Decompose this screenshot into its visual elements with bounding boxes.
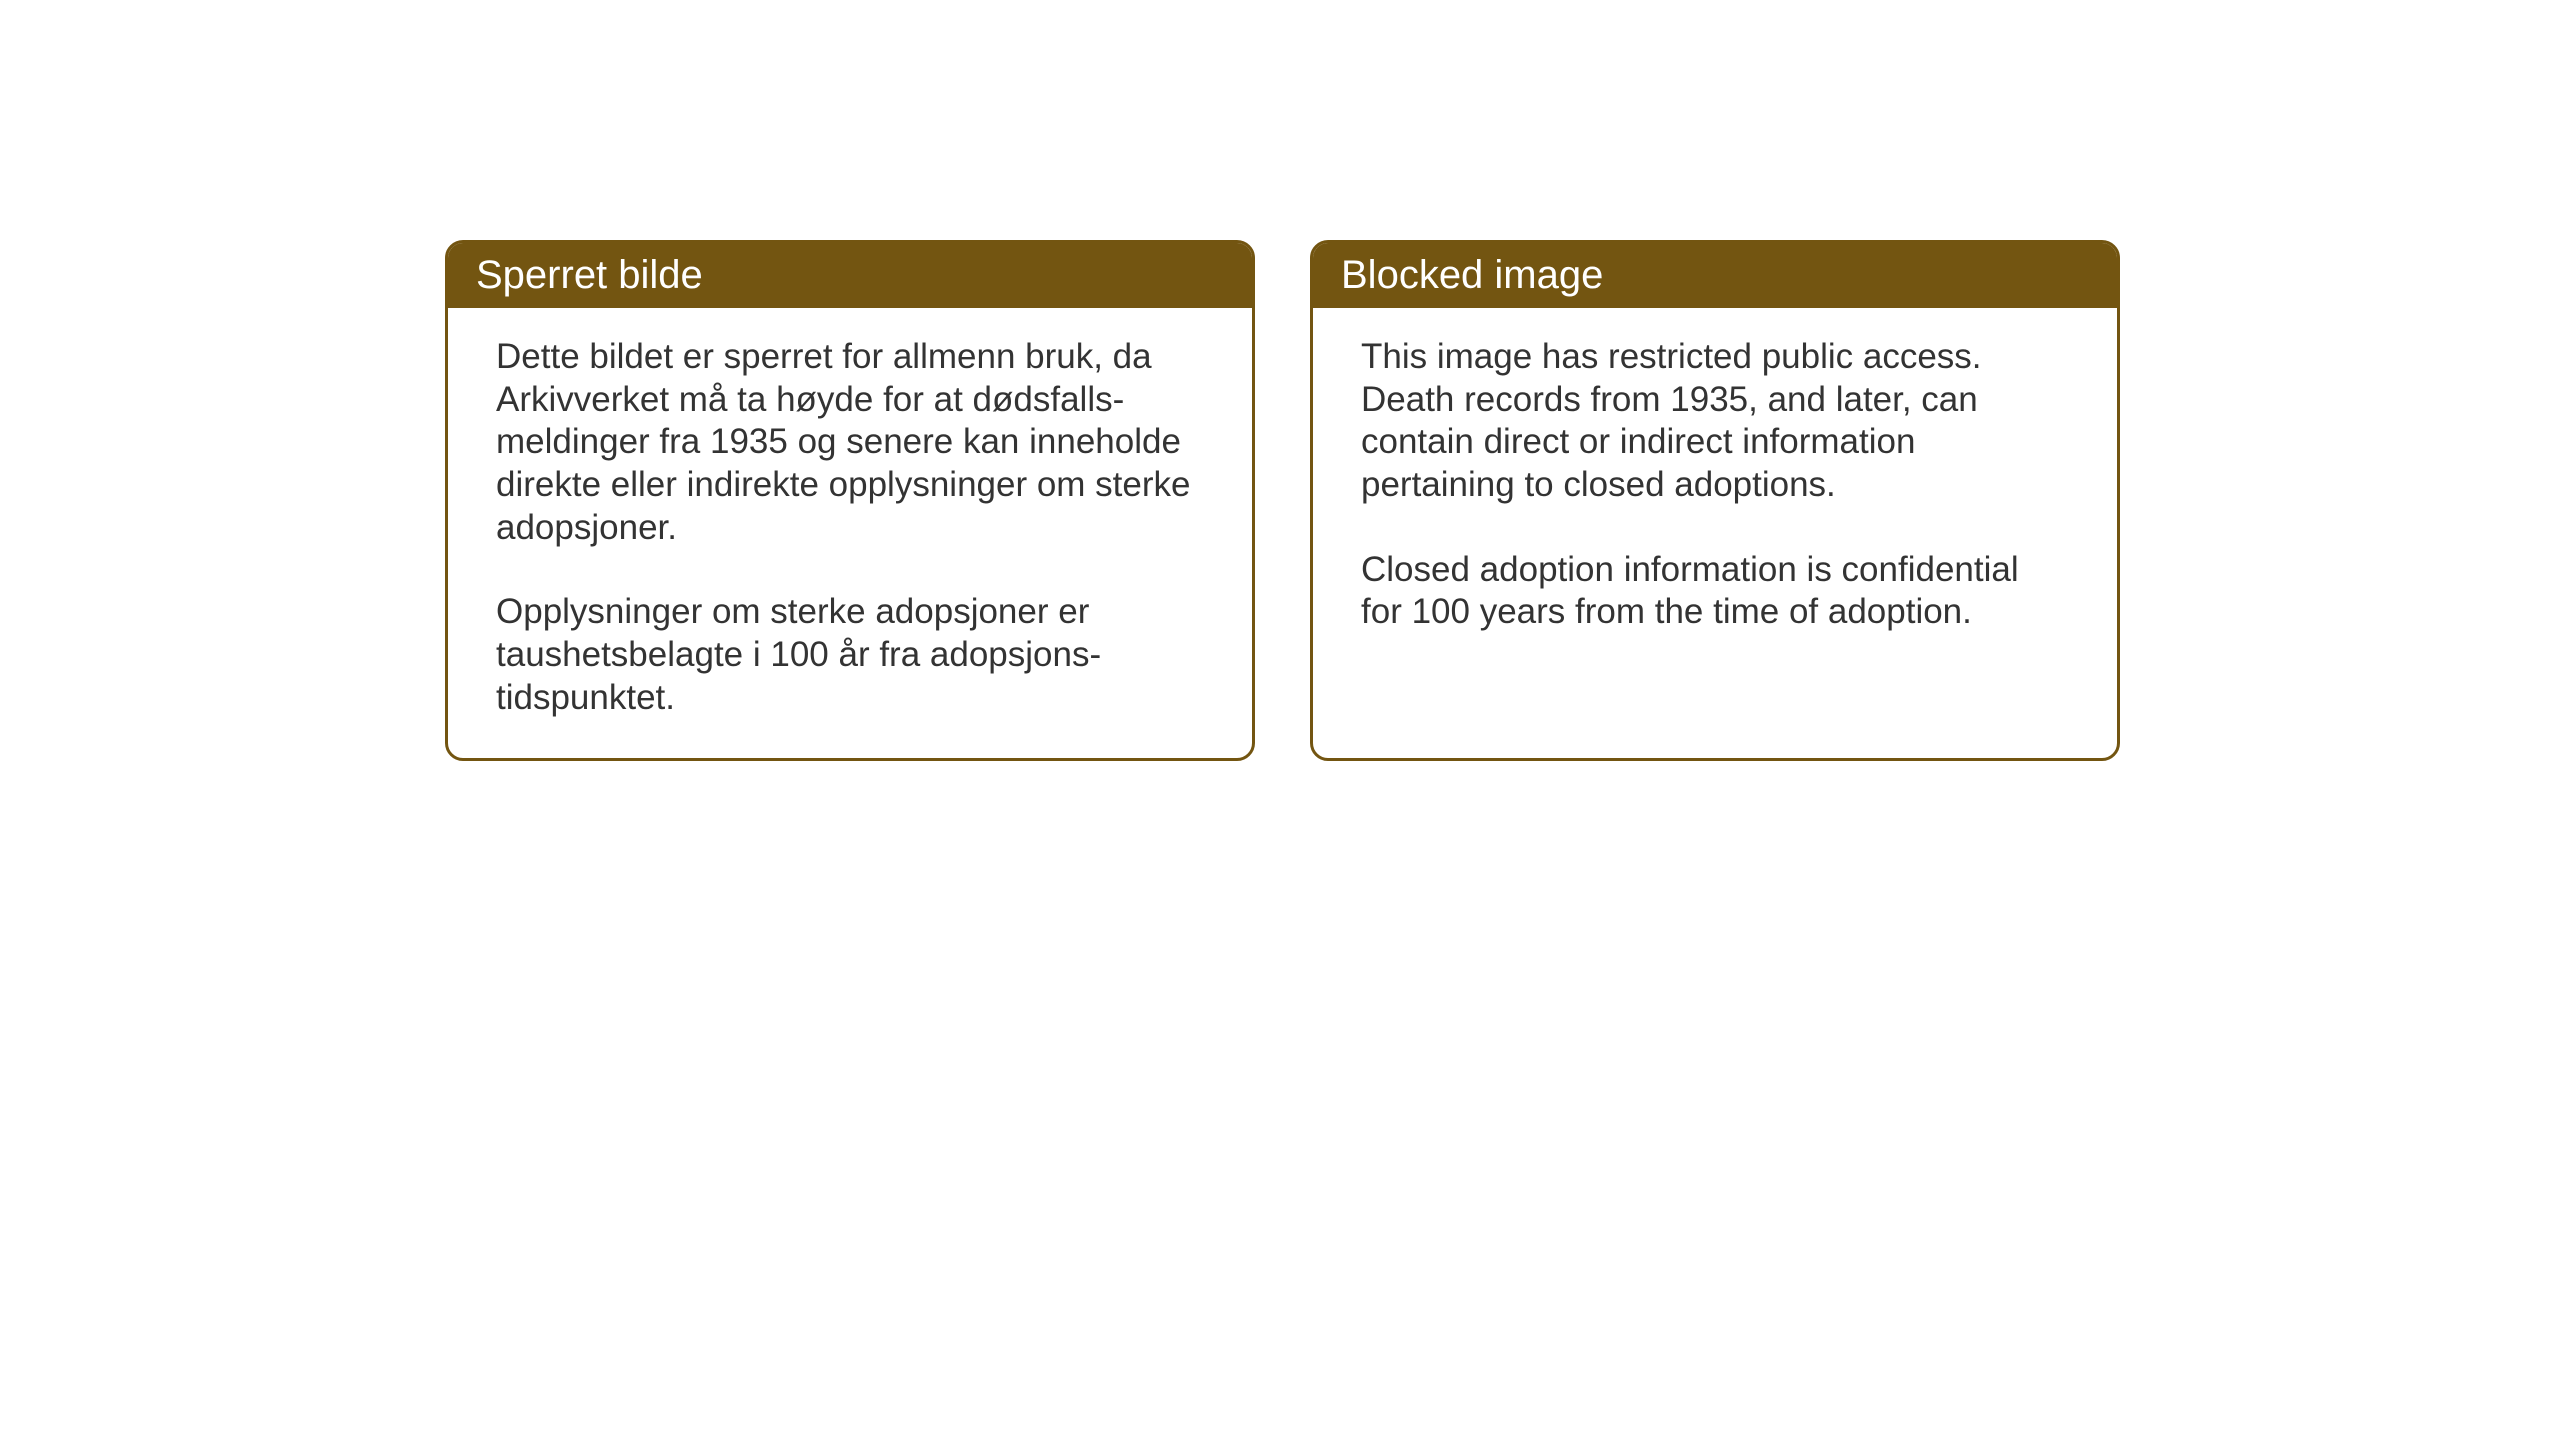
card-paragraph: This image has restricted public access.… — [1361, 336, 2069, 507]
card-title-english: Blocked image — [1341, 253, 1603, 297]
card-body-english: This image has restricted public access.… — [1313, 308, 2117, 748]
notice-container: Sperret bilde Dette bildet er sperret fo… — [445, 240, 2120, 761]
card-body-norwegian: Dette bildet er sperret for allmenn bruk… — [448, 308, 1252, 758]
notice-card-norwegian: Sperret bilde Dette bildet er sperret fo… — [445, 240, 1255, 761]
notice-card-english: Blocked image This image has restricted … — [1310, 240, 2120, 761]
card-paragraph: Opplysninger om sterke adopsjoner er tau… — [496, 591, 1204, 719]
card-paragraph: Dette bildet er sperret for allmenn bruk… — [496, 336, 1204, 549]
card-paragraph: Closed adoption information is confident… — [1361, 549, 2069, 634]
card-header-norwegian: Sperret bilde — [448, 243, 1252, 308]
card-header-english: Blocked image — [1313, 243, 2117, 308]
card-title-norwegian: Sperret bilde — [476, 253, 703, 297]
